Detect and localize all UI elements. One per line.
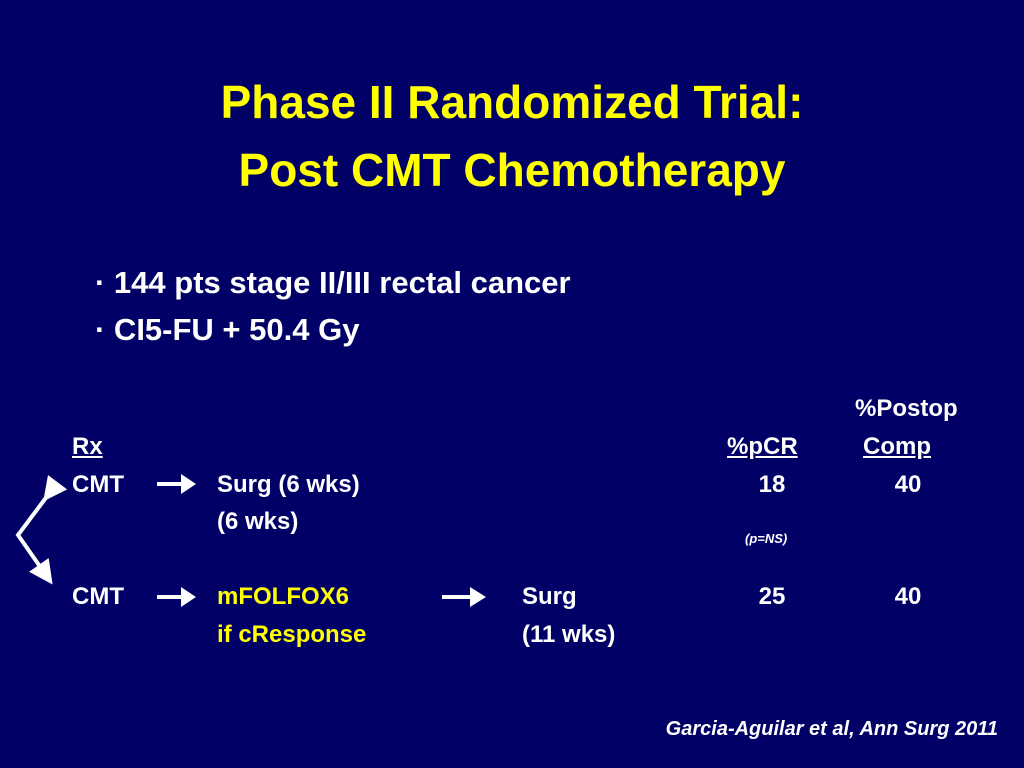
header: %pCR bbox=[727, 433, 798, 460]
bullet: · CI5-FU + 50.4 Gy bbox=[95, 312, 360, 347]
cell: if cResponse bbox=[217, 621, 367, 648]
cell: 40 bbox=[894, 583, 922, 610]
header: Comp bbox=[863, 433, 931, 460]
header: Rx bbox=[72, 433, 103, 460]
cell: 25 bbox=[758, 583, 786, 610]
title: Phase II Randomized Trial: bbox=[220, 76, 804, 128]
cell: CMT bbox=[72, 583, 124, 610]
cell: (11 wks) bbox=[522, 621, 616, 648]
citation: Garcia-Aguilar et al, Ann Surg 2011 bbox=[665, 718, 998, 740]
branch-bracket bbox=[15, 475, 68, 585]
cell: CMT bbox=[72, 471, 124, 498]
title: Post CMT Chemotherapy bbox=[238, 144, 786, 196]
bullet: · 144 pts stage II/III rectal cancer bbox=[95, 265, 571, 300]
cell: 18 bbox=[758, 471, 786, 498]
step-arrows bbox=[157, 474, 486, 607]
cell: 40 bbox=[894, 471, 922, 498]
header: %Postop bbox=[855, 395, 958, 422]
cell: Surg bbox=[522, 583, 577, 610]
p-note: (p=NS) bbox=[745, 531, 788, 546]
cell: (6 wks) bbox=[217, 508, 299, 535]
cell: mFOLFOX6 bbox=[217, 583, 350, 610]
cell: Surg (6 wks) bbox=[217, 471, 360, 498]
